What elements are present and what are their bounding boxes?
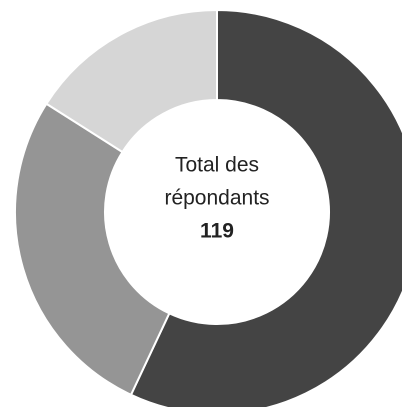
slices [14, 8, 402, 407]
donut-slice [45, 8, 218, 154]
center-label: répondants [164, 187, 269, 210]
donut-slice [129, 8, 402, 407]
center-label: Total des [175, 154, 259, 177]
donut-slice [14, 102, 171, 397]
center-total: 119 [200, 220, 234, 243]
